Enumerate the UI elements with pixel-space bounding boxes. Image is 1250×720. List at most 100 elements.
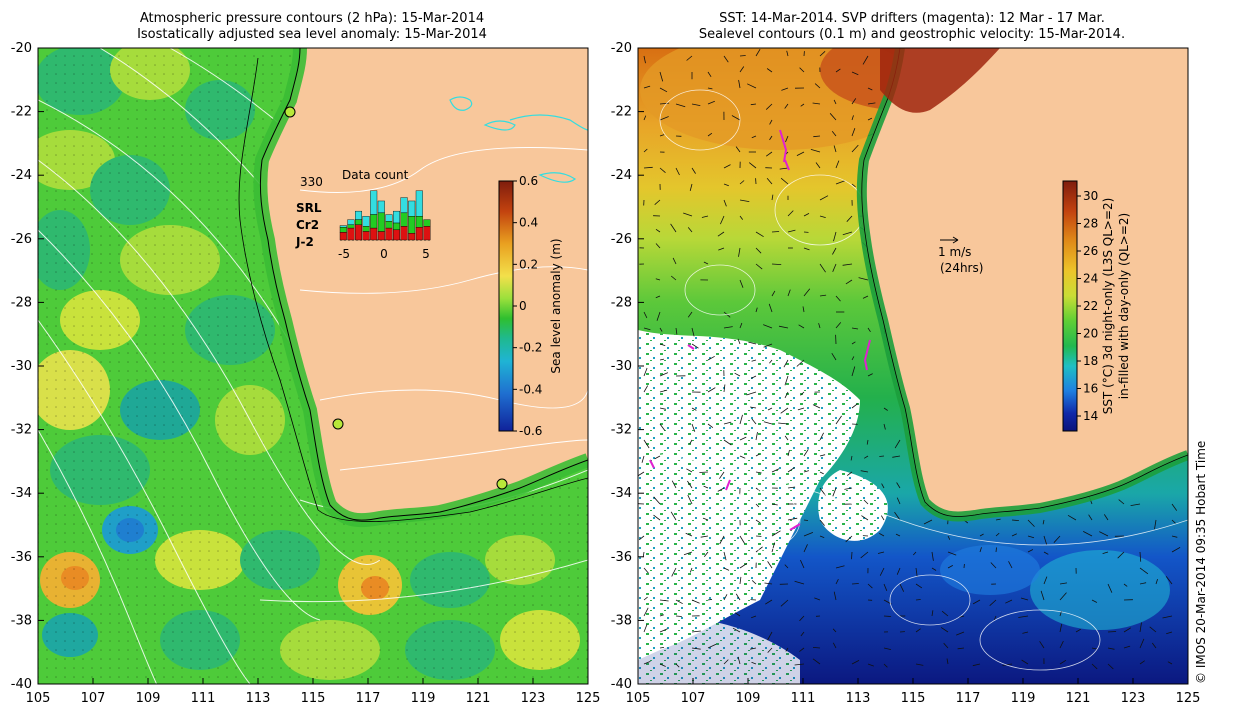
velocity-arrow — [769, 359, 773, 364]
velocity-arrow — [1117, 551, 1125, 559]
velocity-arrow — [941, 610, 949, 617]
velocity-arrow — [723, 551, 727, 561]
velocity-arrow — [659, 116, 669, 121]
velocity-arrow — [670, 275, 677, 281]
velocity-arrow — [691, 167, 696, 174]
velocity-arrow — [707, 100, 715, 105]
y-tick-label: -32 — [11, 423, 32, 438]
left-map — [38, 48, 588, 684]
velocity-arrow — [765, 599, 773, 605]
left-coastline — [259, 48, 588, 521]
velocity-arrow — [643, 385, 649, 393]
velocity-arrow — [1027, 535, 1035, 539]
velocity-arrow — [703, 261, 709, 265]
velocity-arrow — [881, 483, 885, 489]
velocity-arrow — [1151, 642, 1157, 649]
velocity-arrow — [866, 439, 869, 445]
y-tick-label: -20 — [11, 41, 32, 56]
velocity-arrow — [803, 470, 810, 473]
velocity-arrow — [1043, 576, 1048, 585]
velocity-arrow — [769, 119, 773, 125]
inset-max-label: 330 — [300, 175, 323, 189]
velocity-arrow — [867, 102, 876, 105]
y-tick-label: -28 — [611, 295, 632, 310]
inset-bar-cr2 — [400, 212, 408, 227]
y-tick-label: -32 — [611, 423, 632, 438]
velocity-arrow — [750, 103, 757, 106]
imos-credit: © IMOS 20-Mar-2014 09:35 Hobart Time — [1194, 441, 1208, 684]
velocity-arrow — [995, 532, 1000, 537]
velocity-arrow — [833, 591, 837, 601]
velocity-arrow — [1171, 547, 1181, 553]
velocity-arrow — [659, 628, 668, 633]
velocity-arrow — [787, 229, 796, 233]
velocity-arrow — [883, 423, 886, 430]
velocity-arrow — [659, 134, 665, 137]
x-tick-label: 123 — [521, 691, 546, 706]
inset-bar-j2 — [339, 232, 347, 241]
tide-gauge-marker — [332, 418, 344, 430]
x-tick-label: 125 — [1176, 691, 1201, 706]
velocity-arrow — [845, 535, 853, 543]
velocity-arrow — [703, 551, 709, 558]
velocity-arrow — [819, 432, 824, 441]
velocity-arrow — [655, 243, 661, 249]
velocity-arrow — [699, 471, 709, 473]
velocity-arrow — [723, 567, 730, 571]
velocity-arrow — [819, 51, 826, 57]
velocity-arrow — [1139, 567, 1149, 575]
velocity-arrow — [781, 87, 789, 91]
inset-bar-srl — [415, 190, 423, 217]
velocity-arrow — [1040, 590, 1045, 601]
velocity-arrow — [654, 455, 661, 460]
velocity-arrow — [867, 327, 871, 333]
velocity-arrow — [755, 546, 763, 553]
y-tick-label: -40 — [611, 677, 632, 692]
velocity-arrow — [771, 503, 778, 506]
velocity-arrow — [1123, 645, 1131, 649]
velocity-arrow — [1043, 535, 1048, 546]
velocity-arrow — [643, 623, 648, 633]
inset-legend-j-2: J-2 — [295, 235, 314, 249]
velocity-arrow — [717, 231, 725, 237]
velocity-arrow — [707, 598, 713, 601]
velocity-arrow — [993, 615, 997, 621]
velocity-arrow — [659, 663, 666, 667]
inset-bar-j2 — [377, 231, 385, 241]
velocity-arrow — [863, 499, 869, 505]
velocity-arrow — [767, 561, 773, 569]
velocity-arrow — [784, 103, 789, 109]
velocity-arrow — [659, 167, 666, 174]
velocity-arrow — [832, 642, 837, 649]
cool-water-patch — [1030, 550, 1170, 630]
inset-bar-cr2 — [370, 214, 378, 229]
velocity-arrow — [800, 103, 805, 107]
velocity-arrow — [751, 359, 757, 362]
y-tick-label: -26 — [611, 232, 632, 247]
right-title-line1: SST: 14-Mar-2014. SVP drifters (magenta)… — [719, 11, 1105, 26]
y-tick-label: -30 — [11, 359, 32, 374]
velocity-arrow — [783, 359, 789, 368]
velocity-arrow — [720, 215, 725, 225]
velocity-arrow — [1027, 519, 1035, 527]
velocity-arrow — [800, 559, 805, 569]
velocity-arrow — [802, 306, 805, 313]
velocity-arrow — [780, 407, 789, 414]
inset-bar-j2 — [362, 231, 370, 241]
velocity-arrow — [851, 115, 854, 121]
y-tick-label: -24 — [11, 168, 32, 183]
velocity-arrow — [787, 486, 796, 489]
inset-bar-cr2 — [339, 227, 347, 233]
velocity-arrow — [1042, 519, 1045, 525]
velocity-arrow — [643, 166, 653, 169]
velocity-arrow — [755, 432, 758, 441]
velocity-arrow — [803, 449, 809, 457]
inset-bar-srl — [393, 210, 401, 224]
right-title-line2: Sealevel contours (0.1 m) and geostrophi… — [699, 27, 1125, 42]
velocity-arrow — [787, 517, 798, 521]
velocity-arrow — [731, 115, 741, 121]
velocity-arrow — [851, 366, 856, 377]
velocity-arrow — [959, 615, 965, 618]
velocity-arrow — [894, 511, 901, 521]
velocity-arrow — [685, 532, 693, 537]
